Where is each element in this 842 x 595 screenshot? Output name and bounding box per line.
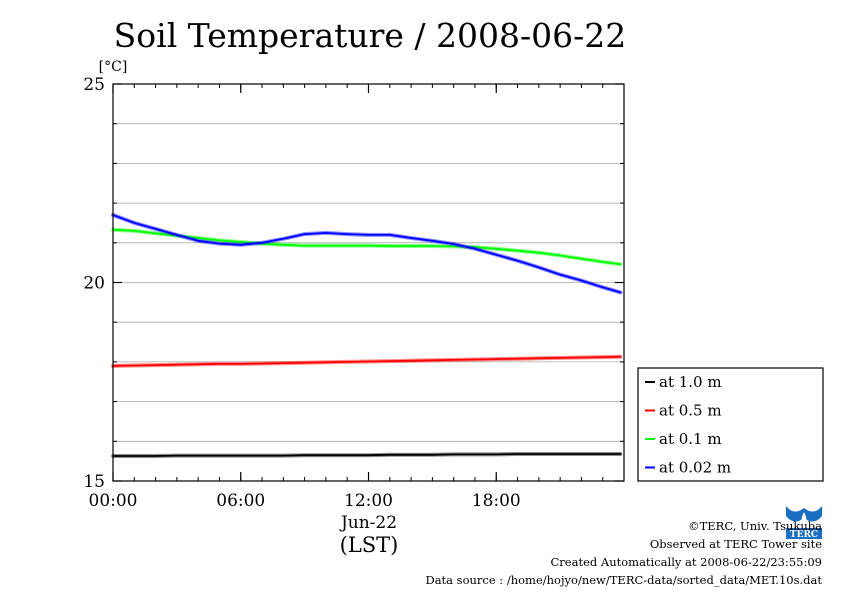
y-tick-label: 25 (83, 75, 105, 95)
legend: at 1.0 m at 0.5 m at 0.1 m at 0.02 m (637, 367, 824, 482)
x-axis-date-label: Jun-22 (339, 513, 397, 533)
created-text: Created Automatically at 2008-06-22/23:5… (550, 555, 823, 569)
observed-text: Observed at TERC Tower site (649, 537, 822, 551)
y-tick-label: 15 (83, 472, 105, 492)
x-tick-label: 12:00 (344, 491, 393, 511)
legend-label: at 1.0 m (659, 373, 722, 391)
y-axis-unit-label: [°C] (99, 59, 128, 75)
y-axis: 15 20 25 (83, 75, 624, 492)
legend-box (637, 367, 824, 482)
series-line (112, 355, 622, 367)
logo-text: TERC (790, 530, 818, 540)
y-tick-label: 20 (83, 274, 105, 294)
copyright-text: ©TERC, Univ. Tsukuba (688, 519, 822, 533)
terc-logo-icon: TERC (784, 502, 824, 540)
source-text: Data source : /home/hojyo/new/TERC-data/… (425, 573, 822, 587)
series-layer (111, 213, 623, 458)
legend-label: at 0.02 m (659, 459, 731, 477)
x-tick-label: 00:00 (89, 491, 138, 511)
x-tick-label: 18:00 (472, 491, 521, 511)
x-axis: 00:00 06:00 12:00 18:00 (89, 84, 625, 511)
legend-label: at 0.5 m (659, 402, 722, 420)
chart-title: Soil Temperature / 2008-06-22 (114, 16, 627, 55)
legend-label: at 0.1 m (659, 430, 722, 448)
x-tick-label: 06:00 (216, 491, 265, 511)
series-line (112, 228, 622, 266)
x-axis-label: (LST) (340, 533, 399, 557)
grid-lines (113, 123, 624, 442)
series-line (112, 453, 622, 457)
series-line (112, 214, 622, 294)
